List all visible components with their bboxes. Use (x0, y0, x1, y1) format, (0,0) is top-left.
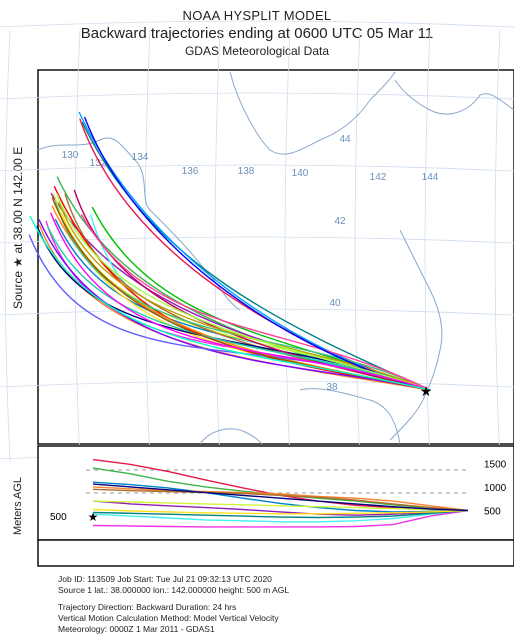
meridian-line (494, 29, 501, 463)
run-info: Job ID: 113509 Job Start: Tue Jul 21 09:… (58, 574, 498, 635)
latitude-tick-label: 40 (329, 298, 341, 309)
trajectory-line (29, 215, 431, 391)
coastline-path (199, 428, 263, 445)
height-tick-label: 1000 (484, 483, 507, 494)
parallel-line (0, 92, 514, 100)
footer-line-5: Meteorology: 0000Z 1 Mar 2011 - GDAS1 (58, 624, 215, 634)
meridian-line (74, 29, 81, 463)
meridian-line (284, 29, 291, 463)
parallel-line (0, 164, 514, 172)
longitude-tick-label: 136 (182, 166, 199, 177)
trajectory-line (81, 121, 431, 391)
height-series-line (92, 500, 469, 516)
latitude-labels: 44 42 40 38 (326, 134, 351, 393)
trajectory-line (58, 201, 431, 391)
longitude-tick-label: 132 (90, 158, 107, 169)
trajectory-line (80, 214, 431, 391)
time-axis-band (37, 539, 514, 567)
latitude-tick-label: 38 (326, 382, 338, 393)
footer-line-3: Trajectory Direction: Backward Duration:… (58, 602, 237, 612)
source-height-label: 500 (50, 512, 67, 523)
height-lines (92, 458, 469, 528)
longitude-tick-label: 140 (292, 168, 309, 179)
height-series-line (92, 509, 469, 528)
meridian-line (424, 29, 431, 463)
trajectory-lines (28, 111, 431, 391)
model-title: NOAA HYSPLIT MODEL (182, 8, 332, 23)
height-tick-label: 1500 (484, 459, 507, 470)
height-series-line (92, 500, 469, 512)
meridian-line (214, 29, 221, 463)
height-tick-label: 500 (484, 507, 501, 518)
footer-line-2: Source 1 lat.: 38.000000 lon.: 142.00000… (58, 585, 290, 595)
latitude-tick-label: 42 (334, 216, 346, 227)
height-series-line (92, 483, 469, 512)
meteorology-label: GDAS Meteorological Data (184, 44, 330, 58)
longitude-labels: 130 132 134 136 138 140 142 144 (62, 150, 439, 183)
height-series-line (92, 509, 469, 519)
coastline-path (394, 79, 514, 115)
longitude-tick-label: 130 (62, 150, 79, 161)
map-frame (37, 69, 514, 445)
longitude-tick-label: 138 (238, 166, 255, 177)
trajectory-line (56, 193, 431, 391)
meridian-line (4, 29, 11, 463)
height-tick-labels: 1500 1000 500 (484, 459, 507, 517)
trajectory-line (54, 201, 431, 391)
trajectory-line (50, 212, 431, 391)
footer-line-4: Vertical Motion Calculation Method: Mode… (58, 613, 279, 623)
source-star-height: ★ (88, 510, 99, 524)
longitude-tick-label: 142 (370, 172, 387, 183)
chart-titles: NOAA HYSPLIT MODEL Backward trajectories… (0, 8, 514, 58)
height-series-line (92, 509, 469, 523)
longitude-tick-label: 144 (422, 172, 439, 183)
coastline-path (229, 71, 396, 155)
height-series-line (92, 481, 469, 513)
height-panel-frame (37, 445, 514, 541)
meridian-line (144, 29, 151, 463)
height-series-line (92, 508, 469, 515)
coastline-path (389, 229, 443, 441)
longitude-tick-label: 134 (132, 152, 149, 163)
coastline-path (299, 388, 401, 445)
parallel-line (0, 380, 514, 388)
latitude-tick-label: 44 (339, 134, 351, 145)
trajectory-line (79, 118, 431, 391)
parallel-line (0, 236, 514, 244)
meridian-line (354, 29, 361, 463)
height-series-line (92, 488, 469, 512)
parallel-line (0, 20, 514, 28)
chart-title: Backward trajectories ending at 0600 UTC… (80, 25, 434, 42)
footer-line-1: Job ID: 113509 Job Start: Tue Jul 21 09:… (58, 574, 272, 584)
height-series-line (92, 486, 469, 512)
source-star-map: ★ (420, 383, 433, 399)
